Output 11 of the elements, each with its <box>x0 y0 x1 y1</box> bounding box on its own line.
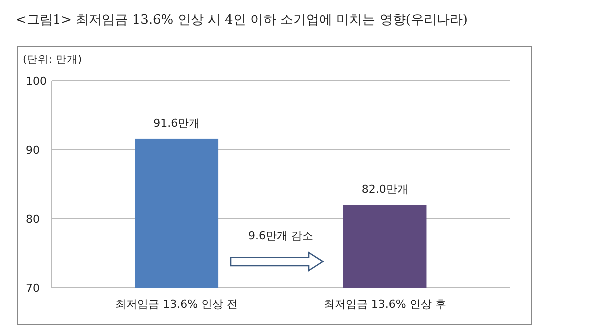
data-label: 82.0만개 <box>362 183 408 196</box>
annotation: 9.6만개 감소 <box>248 230 314 243</box>
y-tick-label: 90 <box>26 144 40 157</box>
data-label: 91.6만개 <box>154 116 200 130</box>
y-axis-title: (단위: 만개) <box>23 54 82 66</box>
y-tick-label: 80 <box>26 213 40 226</box>
y-tick-label: 100 <box>26 75 47 88</box>
y-tick-label: 70 <box>26 282 40 295</box>
x-tick-label: 최저임금 13.6% 인상 후 <box>324 298 446 311</box>
x-tick-label: 최저임금 13.6% 인상 전 <box>116 298 238 311</box>
chart-title: <그림1> 최저임금 13.6% 인상 시 4인 이하 소기업에 미치는 영향(우리나라) <box>16 13 468 28</box>
